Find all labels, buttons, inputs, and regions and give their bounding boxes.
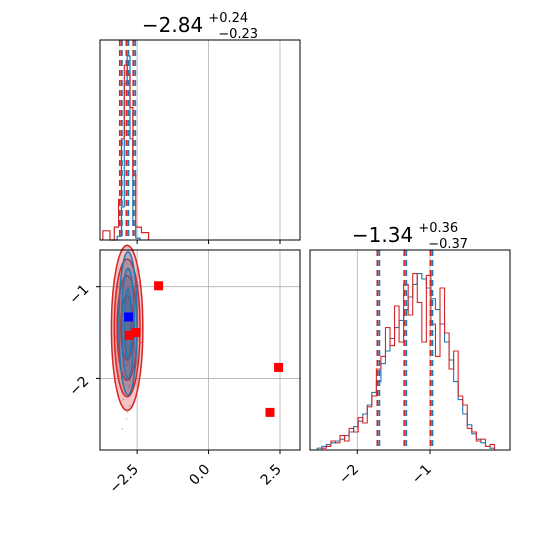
scatter-point bbox=[117, 286, 119, 289]
tick-marks bbox=[356, 450, 431, 454]
x-tick-label: −1 bbox=[409, 462, 435, 488]
scatter-point bbox=[128, 405, 131, 407]
panel-title: −1.34 +0.36 −0.37 bbox=[352, 217, 468, 252]
scatter-point bbox=[126, 298, 129, 301]
title-value: −1.34 bbox=[352, 223, 413, 247]
scatter-point bbox=[121, 427, 124, 430]
scatter-point bbox=[128, 307, 131, 310]
scatter-point bbox=[127, 325, 130, 328]
scatter-point bbox=[126, 303, 129, 306]
scatter-point bbox=[128, 323, 131, 326]
title-value: −2.84 bbox=[142, 13, 203, 37]
histogram-series bbox=[111, 55, 141, 241]
marker-square bbox=[265, 407, 275, 417]
scatter-point bbox=[123, 267, 126, 270]
scatter-point bbox=[129, 362, 132, 365]
title-sup: +0.24 bbox=[208, 11, 248, 26]
scatter-point bbox=[127, 321, 130, 324]
scatter-point bbox=[131, 271, 134, 274]
title-sub: −0.37 bbox=[428, 237, 468, 252]
tick-marks bbox=[96, 286, 281, 454]
scatter-point bbox=[127, 386, 130, 389]
marker-square bbox=[124, 312, 134, 322]
quantile-lines bbox=[118, 40, 137, 240]
scatter-point bbox=[125, 383, 128, 386]
markers bbox=[124, 281, 284, 417]
scatter-point bbox=[140, 342, 143, 344]
scatter-point bbox=[126, 362, 129, 365]
scatter-point bbox=[122, 345, 125, 348]
scatter-point bbox=[118, 370, 120, 373]
panel-frame bbox=[99, 249, 301, 451]
histogram-series bbox=[317, 273, 500, 451]
grid-lines bbox=[356, 250, 431, 450]
scatter-point bbox=[126, 364, 128, 367]
scatter-point bbox=[125, 363, 128, 365]
scatter-point bbox=[122, 341, 125, 344]
panel-bottom-right: −2 −1 −1.34 +0.36 −0.37 bbox=[309, 217, 511, 488]
scatter-point bbox=[128, 383, 131, 386]
tick-marks bbox=[136, 240, 281, 244]
scatter-point bbox=[127, 374, 129, 377]
scatter-point bbox=[122, 398, 125, 401]
marker-square bbox=[131, 328, 141, 338]
scatter-point bbox=[127, 346, 129, 349]
scatter-point bbox=[128, 380, 131, 382]
scatter-point bbox=[129, 366, 132, 369]
marker-square bbox=[124, 330, 134, 340]
x-tick-label: 0.0 bbox=[186, 462, 213, 489]
marker-square bbox=[274, 362, 284, 372]
title-sub: −0.23 bbox=[218, 27, 258, 42]
grid-lines bbox=[136, 40, 281, 240]
scatter-point bbox=[128, 285, 131, 288]
density-contour bbox=[123, 287, 133, 360]
panel-frame bbox=[309, 249, 511, 451]
scatter-point bbox=[127, 327, 130, 330]
y-tick-label: −1 bbox=[66, 282, 92, 308]
scatter-point bbox=[127, 369, 129, 372]
scatter-point bbox=[126, 302, 128, 305]
panel-bottom-left: −2.5 0.0 2.5 −1 −2 bbox=[66, 244, 301, 497]
panel-frame bbox=[99, 39, 301, 241]
scatter-point bbox=[128, 301, 130, 304]
tick-labels: −2 −1 bbox=[336, 462, 435, 488]
scatter-point bbox=[125, 323, 128, 326]
panel-top-left: −2.84 +0.24 −0.23 bbox=[99, 7, 301, 244]
scatter-point bbox=[125, 417, 128, 420]
x-tick-label: 2.5 bbox=[258, 462, 285, 489]
scatter-point bbox=[128, 360, 131, 363]
y-tick-label: −2 bbox=[66, 373, 92, 399]
title-sup: +0.36 bbox=[418, 221, 458, 236]
scatter-point bbox=[137, 284, 140, 286]
x-tick-label: −2 bbox=[336, 462, 362, 488]
x-tick-label: −2.5 bbox=[107, 462, 142, 497]
tick-labels: −2.5 0.0 2.5 −1 −2 bbox=[66, 282, 284, 497]
quantile-lines bbox=[376, 250, 434, 450]
scatter-point bbox=[126, 411, 129, 414]
density-contours bbox=[110, 244, 144, 412]
panel-title: −2.84 +0.24 −0.23 bbox=[142, 7, 258, 42]
density-contour bbox=[120, 267, 136, 380]
histograms bbox=[316, 273, 500, 451]
marker-square bbox=[154, 281, 164, 291]
